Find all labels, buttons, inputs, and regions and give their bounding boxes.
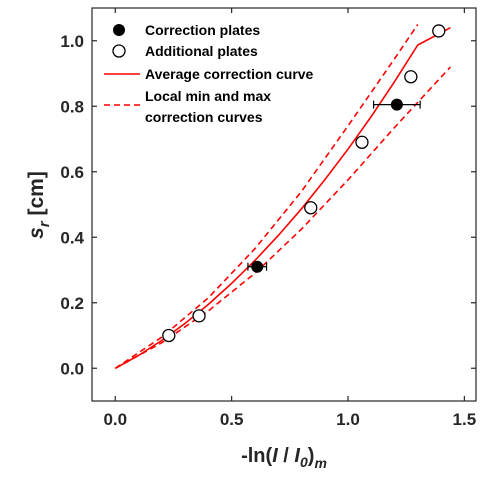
x-axis-label: -ln(I / I0)m [241,445,327,471]
legend-label-additional-plates: Additional plates [145,43,258,59]
dashed-curve-max [114,23,419,369]
correction-plate-point-2 [390,98,403,111]
additional-plate-point-4 [355,135,369,149]
legend-marker-filled [113,24,125,36]
legend-label-correction-plates: Correction plates [145,22,260,38]
x-label-prefix: -ln( [241,445,272,467]
y-tick-label: 0.6 [60,163,84,182]
x-label-close: ) [308,445,315,467]
additional-plate-point-3 [304,201,318,215]
y-tick-label: 0.4 [60,228,84,247]
y-tick-label: 0.0 [60,359,84,378]
x-tick-label: 1.0 [336,410,360,429]
correction-plate-point-1 [251,260,264,273]
y-label-s: s [25,227,48,239]
legend: Correction plates Additional plates Averag… [104,22,314,125]
additional-plate-point-2 [192,309,206,323]
y-tick-label: 0.2 [60,294,84,313]
legend-label-minmax-line1: Local min and max [145,88,271,104]
x-tick-label: 0.5 [220,410,244,429]
axes-box [91,7,477,402]
y-label-unit: [cm] [25,171,48,221]
additional-plate-point-1 [162,328,176,343]
legend-label-minmax-line2: correction curves [145,109,263,125]
x-tick-label: 1.5 [453,410,477,429]
additional-plate-point-5 [404,70,418,84]
additional-plate-point-6 [432,24,446,38]
y-tick-label: 0.8 [60,97,84,116]
y-axis-label: sr [cm] [25,171,53,239]
x-label-m-sub: m [314,455,326,471]
y-tick-label: 1.0 [60,32,84,51]
x-label-slash: / [278,445,295,467]
x-label-i0-sub: 0 [300,454,308,470]
x-label-i: I [272,445,278,467]
markers-layer [162,24,446,343]
axes-layer: 0.0 0.5 1.0 1.5 0.0 0.2 0.4 0.6 0.8 1.0 [60,7,477,429]
legend-marker-open [112,44,126,58]
y-label-sub: r [36,220,53,227]
x-tick-label: 0.0 [103,410,127,429]
legend-label-average-curve: Average correction curve [145,66,314,82]
x-label-i0: I [294,445,300,467]
